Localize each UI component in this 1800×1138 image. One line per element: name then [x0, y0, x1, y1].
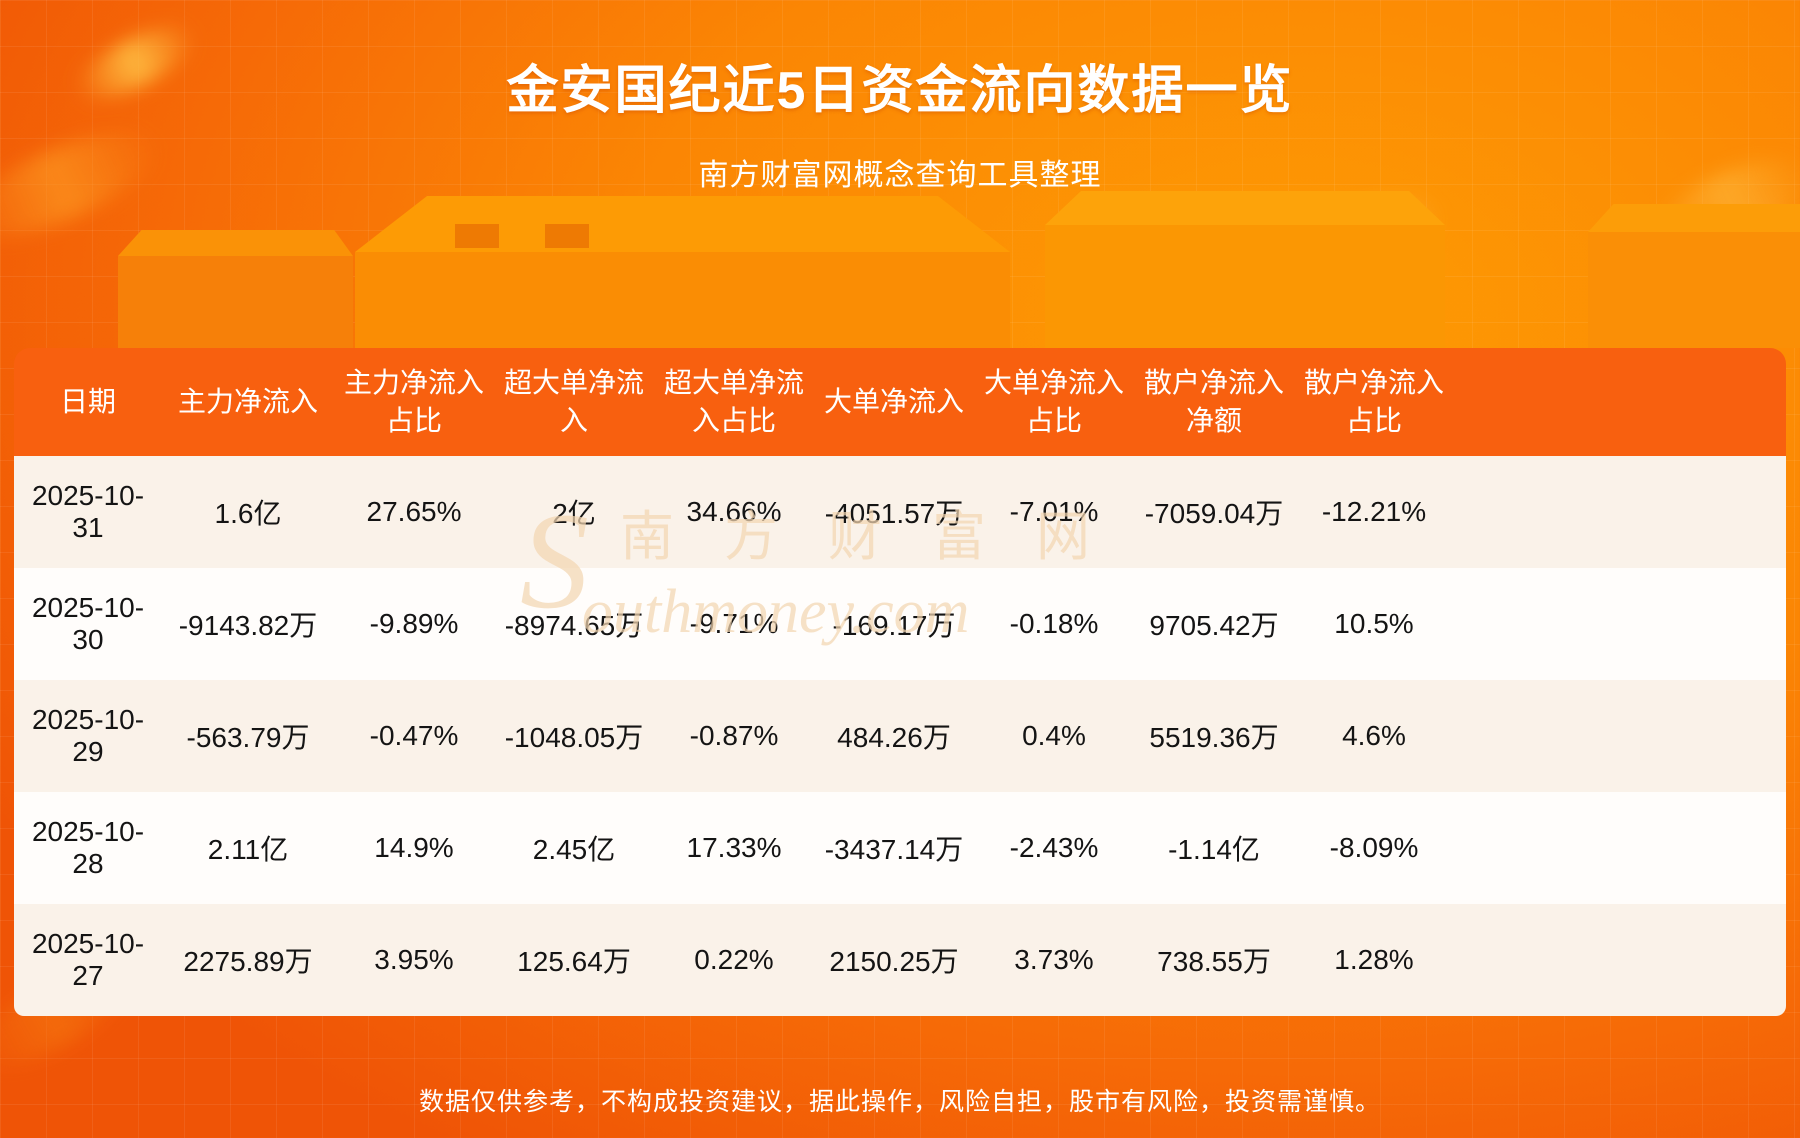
table-cell: -8974.65万	[494, 568, 654, 680]
table-cell: -0.87%	[654, 680, 814, 792]
decoration-box-left	[118, 230, 353, 348]
header-cell: 大单净流入 占比	[974, 348, 1134, 456]
table-cell: -2.43%	[974, 792, 1134, 904]
table-cell: 2025-10-27	[14, 904, 162, 1016]
table-cell: -1048.05万	[494, 680, 654, 792]
table-cell: 10.5%	[1294, 568, 1454, 680]
table-cell: -0.47%	[334, 680, 494, 792]
table-cell: 1.28%	[1294, 904, 1454, 1016]
light-streak-right	[1285, 183, 1450, 288]
table-cell: 2275.89万	[162, 904, 334, 1016]
table-cell: -9.89%	[334, 568, 494, 680]
table-cell: 14.9%	[334, 792, 494, 904]
row-spacer-cell	[1454, 792, 1786, 904]
table-cell: 2025-10-29	[14, 680, 162, 792]
page-subtitle: 南方财富网概念查询工具整理	[698, 159, 1102, 192]
table-cell: 2.45亿	[494, 792, 654, 904]
table-cell: -169.17万	[814, 568, 974, 680]
table-cell: 2.11亿	[162, 792, 334, 904]
decoration-box-right	[1045, 191, 1445, 348]
decoration-box-front-face	[355, 252, 1010, 348]
table-body: 2025-10-31 1.6亿 27.65% 2亿 34.66% -4051.57万 -7.…	[14, 456, 1786, 1016]
table-cell: 2025-10-31	[14, 456, 162, 568]
header-cell: 散户净流入 净额	[1134, 348, 1294, 456]
decoration-box-far-right	[1588, 204, 1800, 348]
table-cell: 2025-10-30	[14, 568, 162, 680]
header-cell: 主力净流入 占比	[334, 348, 494, 456]
table-cell: 0.22%	[654, 904, 814, 1016]
table-cell: 2亿	[494, 456, 654, 568]
decoration-box-top-face	[118, 230, 353, 256]
table-cell: 738.55万	[1134, 904, 1294, 1016]
table-cell: 9705.42万	[1134, 568, 1294, 680]
table-cell: 17.33%	[654, 792, 814, 904]
table-cell: -3437.14万	[814, 792, 974, 904]
table-cell: 34.66%	[654, 456, 814, 568]
table-cell: 5519.36万	[1134, 680, 1294, 792]
table-cell: -8.09%	[1294, 792, 1454, 904]
decoration-box-top-face	[1588, 204, 1800, 232]
fund-flow-table: 日期 主力净流入 主力净流入 占比 超大单净流 入超大单净流 入占比 大单净流入 大单净流…	[14, 348, 1786, 1016]
table-cell: -0.18%	[974, 568, 1134, 680]
row-spacer-cell	[1454, 456, 1786, 568]
decoration-notch	[545, 224, 589, 248]
table-cell: -9.71%	[654, 568, 814, 680]
table-cell: 27.65%	[334, 456, 494, 568]
table-cell: -7059.04万	[1134, 456, 1294, 568]
table-cell: 0.4%	[974, 680, 1134, 792]
table-cell: 2150.25万	[814, 904, 974, 1016]
table-cell: 3.73%	[974, 904, 1134, 1016]
decoration-box-top-face	[355, 196, 1010, 252]
table-row: 2025-10-29 -563.79万 -0.47% -1048.05万 -0.87% 4…	[14, 680, 1786, 792]
decoration-notch	[455, 224, 499, 248]
table-cell: 125.64万	[494, 904, 654, 1016]
decoration-box-front-face	[118, 256, 353, 348]
table-row: 2025-10-31 1.6亿 27.65% 2亿 34.66% -4051.57万 -7.…	[14, 456, 1786, 568]
row-spacer-cell	[1454, 904, 1786, 1016]
header-cell: 主力净流入	[162, 348, 334, 456]
table-cell: 484.26万	[814, 680, 974, 792]
decoration-box-center	[355, 196, 1010, 348]
row-spacer-cell	[1454, 568, 1786, 680]
table-cell: -4051.57万	[814, 456, 974, 568]
decoration-box-front-face	[1045, 225, 1445, 348]
table-cell: -12.21%	[1294, 456, 1454, 568]
table-header-row: 日期 主力净流入 主力净流入 占比 超大单净流 入超大单净流 入占比 大单净流入 大单净流…	[14, 348, 1786, 456]
decoration-box-front-face	[1588, 232, 1800, 348]
decoration-box-top-face	[1045, 191, 1445, 225]
table-cell: -9143.82万	[162, 568, 334, 680]
header-cell: 散户净流入 占比	[1294, 348, 1454, 456]
table-row: 2025-10-28 2.11亿 14.9% 2.45亿 17.33% -3437.14万…	[14, 792, 1786, 904]
table-cell: 4.6%	[1294, 680, 1454, 792]
header-cell: 大单净流入	[814, 348, 974, 456]
table-row: 2025-10-27 2275.89万 3.95% 125.64万 0.22% 2150.…	[14, 904, 1786, 1016]
table-cell: -563.79万	[162, 680, 334, 792]
table-cell: 2025-10-28	[14, 792, 162, 904]
row-spacer-cell	[1454, 680, 1786, 792]
header-cell: 超大单净流 入占比	[654, 348, 814, 456]
page-title: 金安国纪近5日资金流向数据一览	[506, 62, 1294, 120]
header-spacer-cell	[1454, 348, 1786, 456]
footer-disclaimer: 数据仅供参考，不构成投资建议，据此操作，风险自担，股市有风险，投资需谨慎。	[418, 1088, 1381, 1116]
table-cell: -7.01%	[974, 456, 1134, 568]
table-row: 2025-10-30 -9143.82万 -9.89% -8974.65万 -9.71%…	[14, 568, 1786, 680]
table-cell: -1.14亿	[1134, 792, 1294, 904]
table-cell: 3.95%	[334, 904, 494, 1016]
header-cell: 日期	[14, 348, 162, 456]
header-cell: 超大单净流 入	[494, 348, 654, 456]
table-cell: 1.6亿	[162, 456, 334, 568]
fund-flow-data-table: 日期 主力净流入 主力净流入 占比 超大单净流 入超大单净流 入占比 大单净流入 大单净流…	[14, 348, 1786, 1016]
